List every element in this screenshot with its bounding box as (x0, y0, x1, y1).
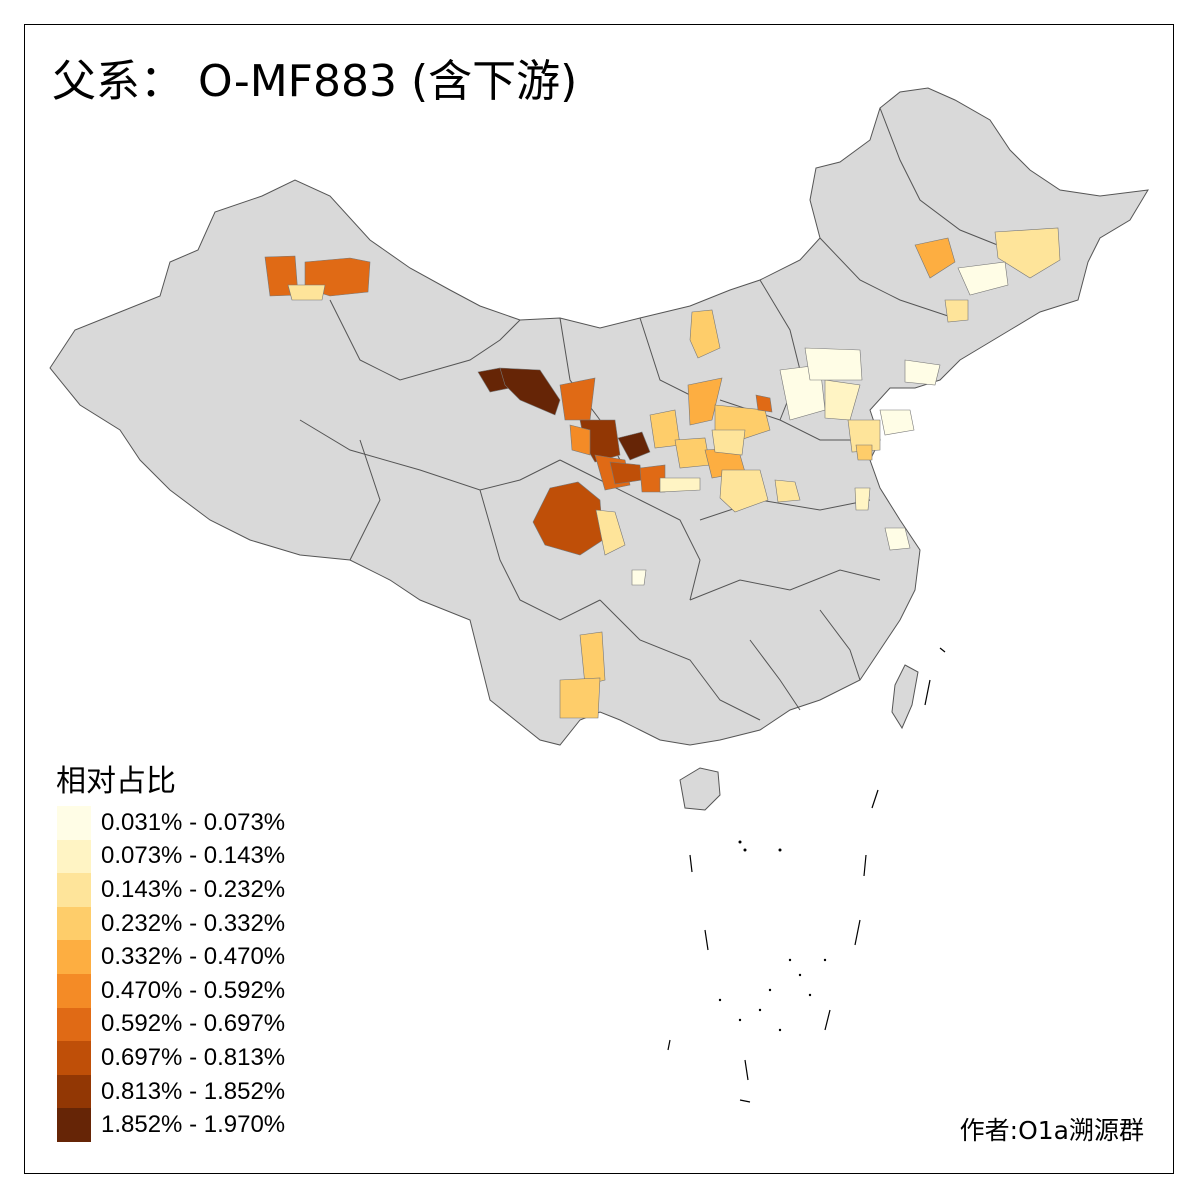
legend-label: 0.332% - 0.470% (101, 943, 286, 971)
region-gs-dark (617, 431, 651, 461)
region-sd-3 (855, 444, 873, 461)
region-im (689, 309, 721, 359)
region-sx-2 (674, 437, 711, 469)
region-sc-2 (595, 509, 626, 556)
legend-item: 0.073% - 0.143% (57, 839, 286, 874)
region-cq (631, 569, 647, 586)
legend-title: 相对占比 (56, 764, 176, 799)
region-gs-1 (559, 377, 596, 421)
legend-swatch (57, 806, 91, 840)
legend-label: 0.470% - 0.592% (101, 976, 286, 1004)
region-hn-1 (719, 469, 769, 513)
legend-swatch (57, 1108, 91, 1142)
author-credit: 作者:O1a溯源群 (959, 1116, 1144, 1145)
region-sd-2 (879, 409, 915, 436)
legend-item: 0.813% - 1.852% (57, 1074, 286, 1109)
legend-label: 0.697% - 0.813% (101, 1043, 286, 1071)
legend-swatch (57, 1007, 91, 1042)
region-shanxi-2 (711, 429, 746, 456)
south-sea-islands (667, 647, 946, 1103)
legend-label: 0.232% - 0.332% (101, 909, 286, 937)
legend-swatch (57, 873, 91, 907)
region-hebei-3 (804, 347, 863, 381)
legend-item: 0.143% - 0.232% (57, 873, 285, 907)
legend-label: 0.031% - 0.073% (101, 808, 286, 836)
legend-label: 0.813% - 1.852% (101, 1077, 286, 1105)
legend-item: 0.592% - 0.697% (57, 1007, 286, 1042)
legend-label: 1.852% - 1.970% (101, 1111, 286, 1139)
legend-item: 0.031% - 0.073% (57, 806, 285, 840)
region-gs-4 (569, 424, 591, 456)
region-js-2 (854, 487, 871, 511)
legend-item: 0.470% - 0.592% (57, 973, 286, 1008)
region-js-1 (884, 527, 911, 551)
legend-swatch (57, 1074, 91, 1109)
region-ln (904, 359, 941, 386)
region-hl-2 (994, 227, 1061, 279)
legend: 0.031% - 0.073% 0.073% - 0.143% 0.143% -… (57, 806, 285, 1142)
reef-dots (718, 840, 827, 1032)
region-xj-3 (287, 284, 326, 301)
region-jl-1 (957, 261, 1009, 296)
region-sx-5 (659, 477, 701, 493)
legend-item: 0.332% - 0.470% (57, 940, 285, 974)
region-gs-5 (609, 461, 643, 485)
legend-label: 0.143% - 0.232% (101, 875, 286, 903)
legend-item: 0.697% - 0.813% (57, 1041, 285, 1075)
legend-item: 0.232% - 0.332% (57, 906, 286, 941)
legend-swatch (57, 940, 91, 974)
legend-label: 0.073% - 0.143% (101, 842, 286, 870)
legend-swatch (57, 839, 91, 874)
legend-swatch (57, 1041, 91, 1075)
region-hb-dark (755, 394, 773, 413)
region-hn-2 (774, 479, 801, 503)
legend-swatch (57, 973, 91, 1008)
region-sd-1 (847, 419, 881, 453)
taiwan-island (891, 664, 919, 730)
region-qh-2 (499, 367, 561, 416)
highlighted-regions (264, 227, 1061, 719)
region-jl-2 (944, 299, 969, 323)
legend-item: 1.852% - 1.970% (57, 1108, 285, 1142)
region-sc-1 (532, 481, 604, 556)
region-sx-1 (687, 377, 723, 426)
legend-label: 0.592% - 0.697% (101, 1010, 286, 1038)
hainan-island (679, 767, 721, 811)
region-hl-1 (914, 237, 956, 279)
region-yn-1 (579, 631, 606, 686)
legend-swatch (57, 906, 91, 941)
region-yn-2 (559, 677, 601, 719)
map-title: 父系： O-MF883 (含下游) (52, 56, 578, 107)
